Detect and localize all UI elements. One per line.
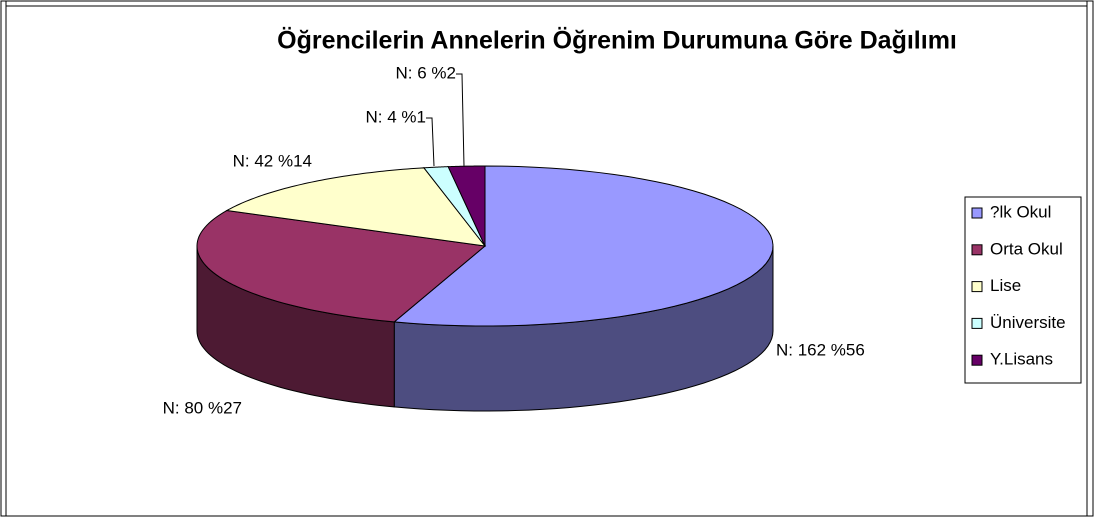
data-label: N: 80 %27 — [163, 398, 242, 417]
pie-slice — [447, 165, 486, 247]
legend-label: Y.Lisans — [990, 350, 1053, 369]
chart-title: Öğrencilerin Annelerin Öğrenim Durumuna … — [277, 26, 957, 55]
legend-label: ?lk Okul — [990, 202, 1051, 221]
data-label: N: 162 %56 — [776, 340, 865, 359]
data-label: N: 42 %14 — [233, 151, 312, 170]
pie-slice — [422, 166, 486, 247]
legend-swatch — [971, 244, 983, 256]
leader-line — [456, 73, 465, 167]
legend-label: Üniversite — [990, 313, 1066, 332]
legend — [964, 196, 1082, 384]
data-label: N: 4 %1 — [366, 107, 426, 126]
legend-swatch — [971, 317, 983, 329]
legend-swatch — [971, 281, 983, 293]
pie-slice — [196, 210, 487, 323]
legend-swatch — [971, 354, 983, 366]
data-label: N: 6 %2 — [396, 63, 456, 82]
leader-line — [426, 117, 435, 167]
legend-label: Orta Okul — [990, 239, 1063, 258]
pie-slice — [225, 167, 487, 247]
pie-slice — [392, 165, 774, 327]
legend-label: Lise — [990, 276, 1021, 295]
legend-swatch — [971, 207, 983, 219]
